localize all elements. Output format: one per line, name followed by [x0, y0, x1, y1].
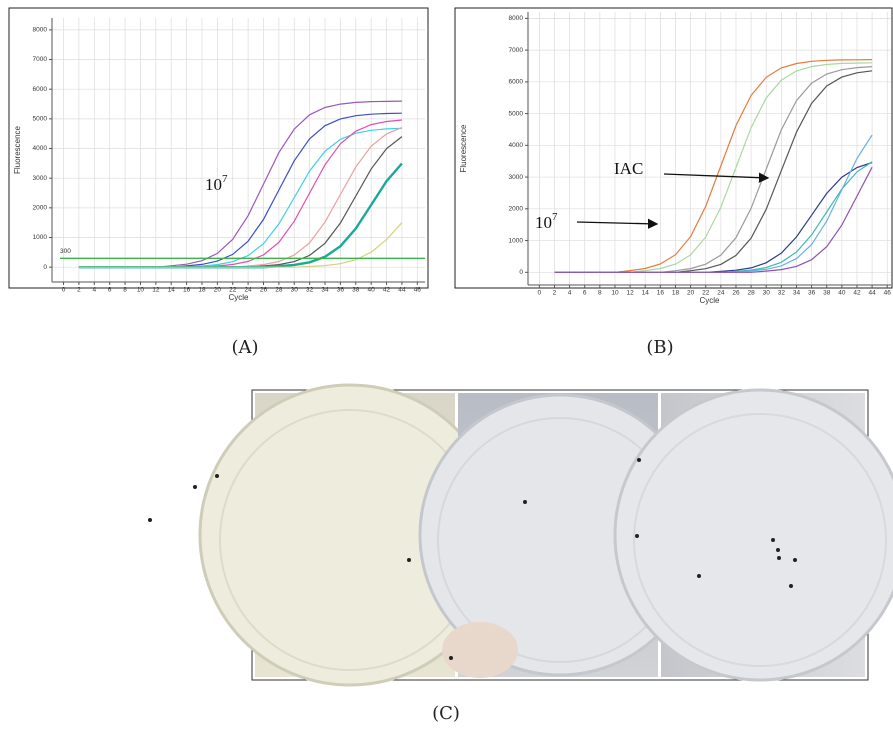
plate-photos	[148, 383, 893, 687]
series-line	[78, 222, 403, 268]
x-tick-label: 28	[275, 287, 283, 294]
y-tick-label: 7000	[33, 56, 48, 63]
y-tick-label: 4000	[33, 145, 48, 152]
x-tick-label: 20	[687, 290, 695, 297]
x-tick-label: 20	[214, 287, 222, 294]
y-tick-label: 0	[43, 264, 47, 271]
y-tick-label: 5000	[33, 116, 48, 123]
x-tick-label: 44	[398, 287, 406, 294]
x-tick-label: 28	[747, 290, 755, 297]
x-tick-label: 40	[838, 290, 846, 297]
x-tick-label: 36	[337, 287, 345, 294]
x-tick-label: 0	[538, 290, 542, 297]
annotation-sup: 7	[552, 211, 558, 223]
x-tick-label: 18	[672, 290, 680, 297]
annotation: 107	[535, 211, 558, 232]
x-tick-label: 30	[291, 287, 299, 294]
x-tick-label: 38	[823, 290, 831, 297]
panel-label: (C)	[432, 703, 460, 724]
x-tick-label: 30	[763, 290, 771, 297]
y-tick-label: 5000	[509, 110, 524, 117]
y-axis-label: Fluorescence	[459, 124, 468, 173]
y-tick-label: 1000	[509, 237, 524, 244]
y-axis-label: Fluorescence	[13, 125, 22, 174]
x-tick-label: 46	[414, 287, 422, 294]
x-tick-label: 8	[598, 290, 602, 297]
x-tick-label: 14	[642, 290, 650, 297]
annotation-text: 10	[205, 175, 222, 194]
x-tick-label: 32	[306, 287, 314, 294]
annotation: IAC	[614, 159, 643, 178]
x-tick-label: 10	[611, 290, 619, 297]
annotation-text: 10	[535, 213, 552, 232]
y-tick-label: 6000	[33, 86, 48, 93]
x-tick-label: 16	[183, 287, 191, 294]
y-tick-label: 0	[519, 269, 523, 276]
x-tick-label: 14	[168, 287, 176, 294]
x-tick-label: 34	[793, 290, 801, 297]
x-tick-label: 4	[568, 290, 572, 297]
series-line	[554, 166, 873, 273]
x-tick-label: 26	[732, 290, 740, 297]
x-tick-label: 12	[626, 290, 634, 297]
panel-label: (A)	[231, 337, 258, 358]
annotation-sup: 7	[222, 173, 228, 185]
x-axis-label: Cycle	[699, 296, 720, 305]
y-tick-label: 8000	[509, 15, 524, 22]
x-tick-label: 4	[92, 287, 96, 294]
x-tick-label: 32	[778, 290, 786, 297]
arrow	[576, 218, 659, 229]
x-tick-label: 24	[244, 287, 252, 294]
x-tick-label: 12	[152, 287, 160, 294]
x-tick-label: 6	[108, 287, 112, 294]
x-tick-label: 6	[583, 290, 587, 297]
x-tick-label: 36	[808, 290, 816, 297]
panel-label: (B)	[646, 337, 673, 358]
x-tick-label: 42	[383, 287, 391, 294]
x-tick-label: 0	[62, 287, 66, 294]
x-tick-label: 24	[717, 290, 725, 297]
x-tick-label: 22	[229, 287, 237, 294]
y-tick-label: 1000	[33, 234, 48, 241]
x-tick-label: 2	[553, 290, 557, 297]
annotation: 107	[205, 173, 228, 194]
x-tick-label: 18	[198, 287, 206, 294]
x-tick-label: 10	[137, 287, 145, 294]
x-tick-label: 40	[368, 287, 376, 294]
x-tick-label: 46	[884, 290, 892, 297]
x-tick-label: 44	[868, 290, 876, 297]
y-tick-label: 8000	[33, 27, 48, 34]
y-tick-label: 2000	[33, 205, 48, 212]
y-tick-label: 6000	[509, 79, 524, 86]
x-tick-label: 34	[321, 287, 329, 294]
x-tick-label: 16	[657, 290, 665, 297]
threshold-label: 300	[60, 248, 71, 255]
x-tick-label: 22	[702, 290, 710, 297]
y-tick-label: 2000	[509, 206, 524, 213]
arrow	[663, 172, 770, 183]
panel-a-frame	[8, 7, 429, 289]
x-tick-label: 2	[77, 287, 81, 294]
y-tick-label: 7000	[509, 47, 524, 54]
x-tick-label: 8	[123, 287, 127, 294]
x-axis-label: Cycle	[228, 293, 249, 302]
y-tick-label: 4000	[509, 142, 524, 149]
x-tick-label: 42	[853, 290, 861, 297]
y-tick-label: 3000	[33, 175, 48, 182]
x-tick-label: 26	[260, 287, 268, 294]
y-tick-label: 3000	[509, 174, 524, 181]
annotation-text: IAC	[614, 159, 643, 178]
x-tick-label: 38	[352, 287, 360, 294]
